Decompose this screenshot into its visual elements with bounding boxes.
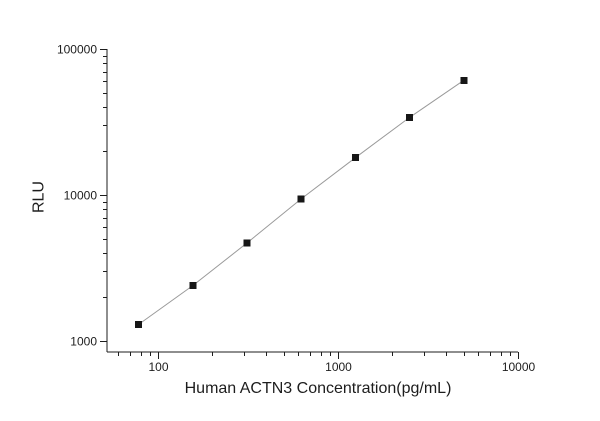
data-point-marker xyxy=(297,195,305,203)
data-point-marker xyxy=(460,76,468,84)
plot-area: 100 1000 10000 1000 10000 100000 xyxy=(57,43,536,375)
y-axis-title: RLU xyxy=(31,181,48,213)
data-point-marker xyxy=(351,154,359,162)
data-point-marker xyxy=(406,113,414,121)
x-tick-label: 10000 xyxy=(502,360,536,374)
x-tick-label: 100 xyxy=(148,360,168,374)
data-point-marker xyxy=(243,239,251,247)
y-tick-label: 100000 xyxy=(57,43,97,57)
y-tick-label: 1000 xyxy=(70,335,97,349)
x-tick-label: 1000 xyxy=(325,360,352,374)
x-axis-title: Human ACTN3 Concentration(pg/mL) xyxy=(185,380,452,397)
data-point-marker xyxy=(135,320,143,328)
data-point-marker xyxy=(189,282,197,289)
y-tick-label: 10000 xyxy=(64,189,98,203)
